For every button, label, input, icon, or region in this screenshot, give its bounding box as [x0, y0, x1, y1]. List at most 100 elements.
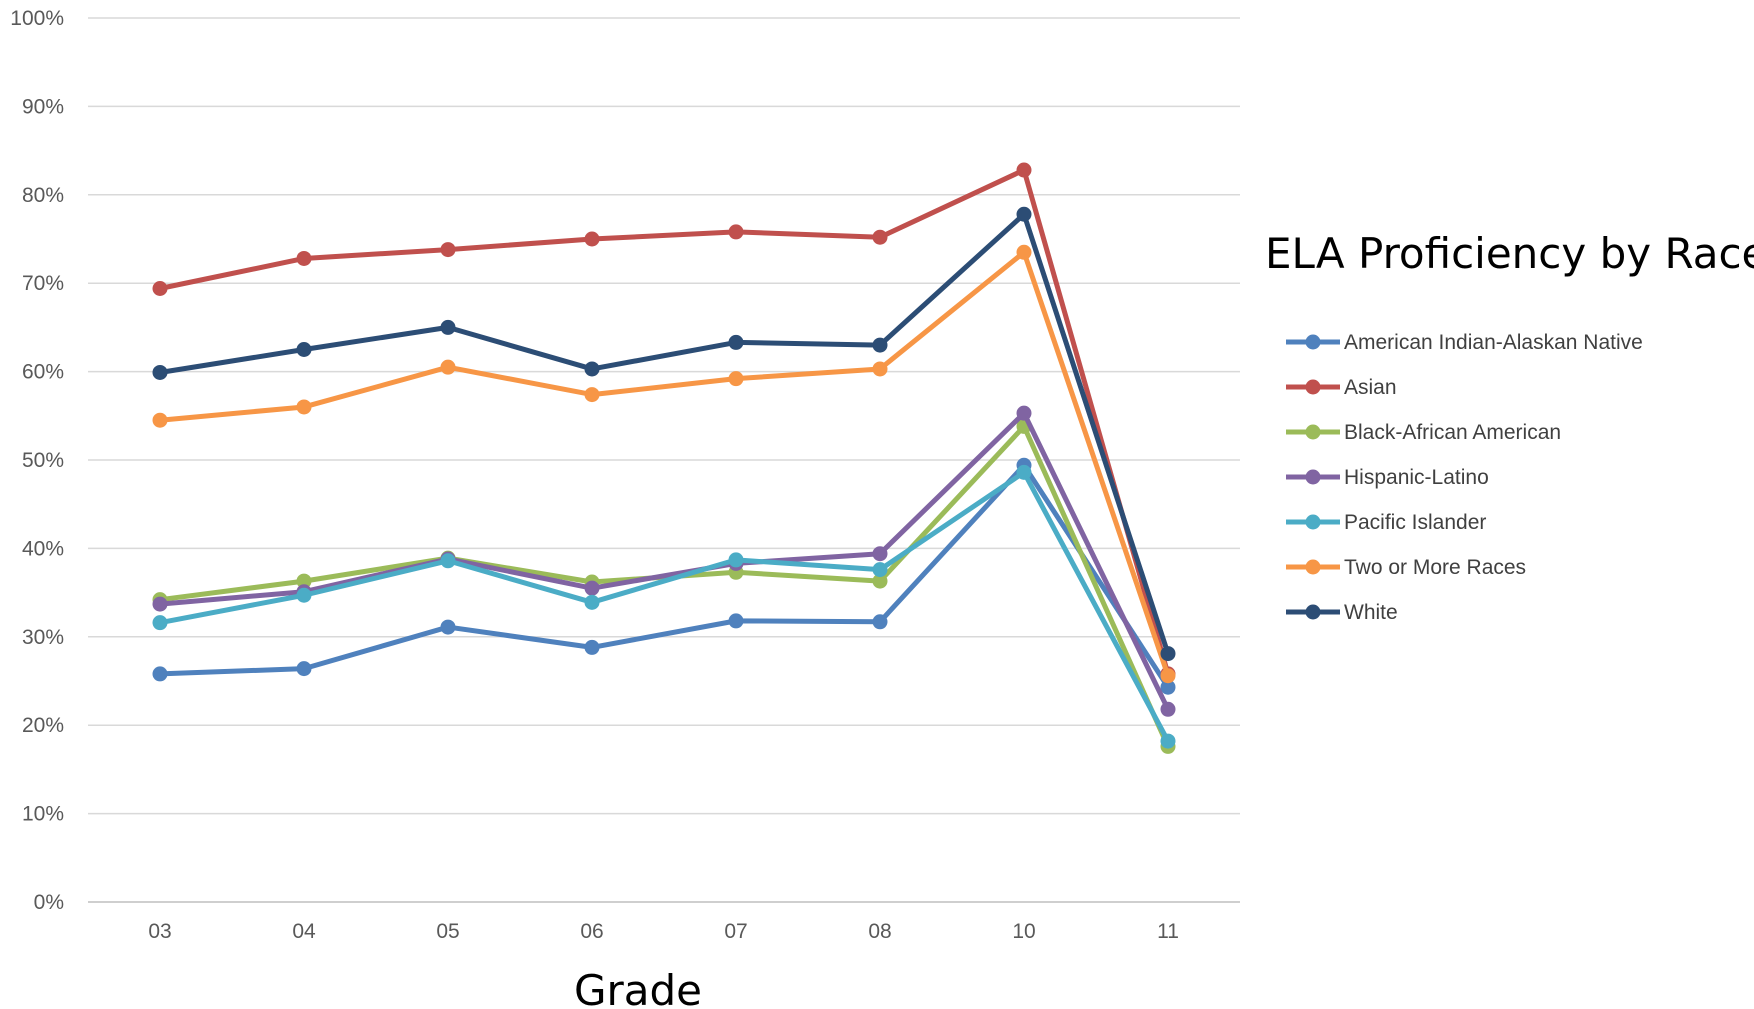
data-point: [872, 573, 888, 589]
y-axis-ticks: 0% 10% 20% 30% 40% 50% 60% 70% 80% 90% 100%: [10, 7, 64, 914]
data-point: [440, 619, 456, 635]
data-point: [584, 580, 600, 596]
x-tick-label: 10: [1012, 920, 1035, 943]
legend-swatch-marker: [1305, 559, 1321, 575]
y-tick-label: 20%: [22, 714, 64, 737]
data-point: [872, 361, 888, 377]
data-point: [584, 639, 600, 655]
x-tick-label: 03: [148, 920, 171, 943]
x-axis-title: Grade: [574, 966, 702, 1009]
legend-item: Pacific Islander: [1286, 511, 1486, 534]
data-point: [1016, 244, 1032, 260]
legend-item: Two or More Races: [1286, 556, 1526, 579]
series-3: [152, 405, 1176, 717]
data-point: [584, 387, 600, 403]
data-point: [440, 319, 456, 335]
legend-swatch-marker: [1305, 379, 1321, 395]
series-line: [157, 249, 1171, 679]
series-6: [152, 206, 1176, 662]
y-tick-label: 70%: [22, 272, 64, 295]
data-point: [584, 361, 600, 377]
data-point: [296, 587, 312, 603]
data-point: [1016, 405, 1032, 421]
series-line: [157, 167, 1171, 677]
data-point: [584, 231, 600, 247]
data-point: [584, 594, 600, 610]
data-point: [1160, 679, 1176, 695]
data-point: [440, 242, 456, 258]
y-tick-label: 80%: [22, 184, 64, 207]
y-tick-label: 50%: [22, 449, 64, 472]
legend-swatch-marker: [1305, 334, 1321, 350]
series-4: [152, 464, 1176, 749]
legend-label: Pacific Islander: [1344, 511, 1486, 534]
legend-label: Hispanic-Latino: [1344, 466, 1489, 489]
legend-item: American Indian-Alaskan Native: [1286, 331, 1643, 354]
data-point: [296, 342, 312, 357]
x-tick-label: 04: [292, 920, 316, 943]
legend-swatch-marker: [1305, 424, 1321, 440]
y-tick-label: 60%: [22, 361, 64, 384]
x-tick-label: 11: [1157, 920, 1179, 943]
x-tick-label: 08: [868, 920, 891, 943]
data-point: [152, 666, 168, 682]
legend-label: Asian: [1344, 376, 1397, 399]
data-point: [152, 615, 168, 631]
series-line: [157, 211, 1171, 657]
y-tick-label: 100%: [10, 7, 64, 30]
data-point: [152, 412, 168, 428]
data-point: [296, 399, 312, 415]
legend-item: White: [1286, 601, 1398, 624]
data-point: [152, 596, 168, 612]
data-point: [728, 552, 744, 568]
data-point: [296, 573, 312, 589]
data-point: [872, 546, 888, 562]
x-tick-label: 05: [436, 920, 459, 943]
data-point: [1160, 646, 1176, 662]
y-tick-label: 10%: [22, 803, 64, 826]
data-point: [152, 281, 168, 297]
y-tick-label: 30%: [22, 626, 64, 649]
data-point: [728, 224, 744, 240]
data-point: [296, 661, 312, 677]
x-tick-label: 06: [580, 920, 603, 943]
data-point: [440, 553, 456, 569]
legend-label: Black-African American: [1344, 421, 1561, 444]
data-point: [872, 614, 888, 630]
data-point: [872, 337, 888, 353]
legend-label: Two or More Races: [1344, 556, 1526, 579]
legend-item: Black-African American: [1286, 421, 1561, 444]
data-point: [1160, 733, 1176, 749]
series-5: [152, 244, 1176, 684]
gridlines: [88, 17, 1240, 903]
data-point: [872, 562, 888, 578]
data-point: [1160, 701, 1176, 717]
series-lines: [152, 162, 1176, 754]
legend-swatch-marker: [1305, 604, 1321, 620]
data-point: [296, 250, 312, 266]
data-point: [1160, 668, 1176, 684]
y-tick-label: 90%: [22, 95, 64, 118]
legend-item: Hispanic-Latino: [1286, 466, 1489, 489]
legend-label: White: [1344, 601, 1398, 624]
y-tick-label: 0%: [34, 891, 64, 914]
legend-swatch-marker: [1305, 514, 1321, 530]
data-point: [1016, 464, 1032, 480]
x-tick-label: 07: [724, 920, 747, 943]
legend-swatch-marker: [1305, 469, 1321, 485]
y-tick-label: 40%: [22, 537, 64, 560]
data-point: [728, 371, 744, 387]
series-line: [157, 410, 1171, 712]
data-point: [728, 613, 744, 629]
data-point: [1016, 162, 1032, 178]
legend-label: American Indian-Alaskan Native: [1344, 331, 1643, 354]
legend-item: Asian: [1286, 376, 1397, 399]
series-line: [157, 469, 1171, 744]
data-point: [152, 364, 168, 380]
legend: American Indian-Alaskan Native Asian Black…: [1286, 331, 1643, 624]
data-point: [872, 229, 888, 245]
data-point: [440, 359, 456, 375]
data-point: [728, 334, 744, 350]
x-axis-ticks: 03 04 05 06 07 08 10 11: [148, 920, 1179, 943]
